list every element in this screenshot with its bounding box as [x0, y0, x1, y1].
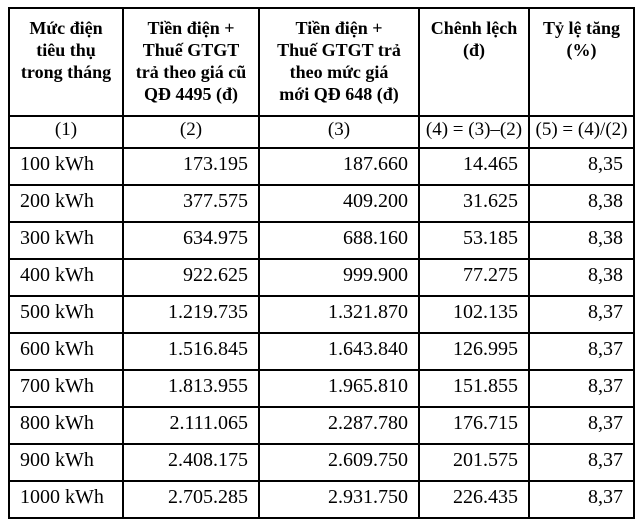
col-header-difference: Chênh lệch (đ) [418, 7, 530, 117]
cell-cost-new-price: 1.643.840 [258, 332, 420, 371]
table-body: 100 kWh 173.195 187.660 14.465 8,35 200 kWh 37… [8, 147, 635, 519]
cell-cost-old-price: 1.813.955 [122, 369, 260, 408]
col-header-cost-old-price: Tiền điện + Thuế GTGT trả theo giá cũ QĐ… [122, 7, 260, 117]
cell-cost-new-price: 999.900 [258, 258, 420, 297]
table-row: 900 kWh 2.408.175 2.609.750 201.575 8,37 [8, 443, 635, 482]
col-header-cost-new-price: Tiền điện + Thuế GTGT trả theo mức giá m… [258, 7, 420, 117]
cell-consumption: 200 kWh [8, 184, 124, 223]
cell-increase-rate: 8,38 [528, 184, 635, 223]
cell-cost-new-price: 688.160 [258, 221, 420, 260]
cell-consumption: 900 kWh [8, 443, 124, 482]
cell-cost-old-price: 173.195 [122, 147, 260, 186]
table-row: 300 kWh 634.975 688.160 53.185 8,38 [8, 221, 635, 260]
cell-difference: 31.625 [418, 184, 530, 223]
cell-consumption: 800 kWh [8, 406, 124, 445]
cell-consumption: 700 kWh [8, 369, 124, 408]
cell-consumption: 600 kWh [8, 332, 124, 371]
cell-cost-new-price: 2.931.750 [258, 480, 420, 519]
cell-increase-rate: 8,38 [528, 221, 635, 260]
cell-cost-old-price: 922.625 [122, 258, 260, 297]
table-row: 500 kWh 1.219.735 1.321.870 102.135 8,37 [8, 295, 635, 334]
table-row: 800 kWh 2.111.065 2.287.780 176.715 8,37 [8, 406, 635, 445]
cell-increase-rate: 8,37 [528, 406, 635, 445]
table-row: 200 kWh 377.575 409.200 31.625 8,38 [8, 184, 635, 223]
cell-difference: 126.995 [418, 332, 530, 371]
cell-cost-new-price: 2.609.750 [258, 443, 420, 482]
cell-difference: 102.135 [418, 295, 530, 334]
cell-cost-new-price: 1.321.870 [258, 295, 420, 334]
cell-cost-new-price: 2.287.780 [258, 406, 420, 445]
cell-consumption: 300 kWh [8, 221, 124, 260]
cell-consumption: 100 kWh [8, 147, 124, 186]
cell-difference: 226.435 [418, 480, 530, 519]
cell-cost-new-price: 187.660 [258, 147, 420, 186]
cell-increase-rate: 8,38 [528, 258, 635, 297]
cell-cost-old-price: 2.408.175 [122, 443, 260, 482]
cell-cost-old-price: 634.975 [122, 221, 260, 260]
cell-difference: 14.465 [418, 147, 530, 186]
cell-difference: 53.185 [418, 221, 530, 260]
table-row: 400 kWh 922.625 999.900 77.275 8,38 [8, 258, 635, 297]
cell-cost-old-price: 1.516.845 [122, 332, 260, 371]
col-header-increase-rate: Tỷ lệ tăng (%) [528, 7, 635, 117]
cell-cost-old-price: 2.705.285 [122, 480, 260, 519]
col-ref-1: (1) [8, 115, 124, 149]
cell-increase-rate: 8,37 [528, 480, 635, 519]
cell-difference: 77.275 [418, 258, 530, 297]
col-ref-5: (5) = (4)/(2) [528, 115, 635, 149]
cell-cost-new-price: 409.200 [258, 184, 420, 223]
cell-increase-rate: 8,35 [528, 147, 635, 186]
cell-cost-old-price: 377.575 [122, 184, 260, 223]
col-ref-2: (2) [122, 115, 260, 149]
table-row: 1000 kWh 2.705.285 2.931.750 226.435 8,37 [8, 480, 635, 519]
col-header-consumption: Mức điện tiêu thụ trong tháng [8, 7, 124, 117]
cell-cost-new-price: 1.965.810 [258, 369, 420, 408]
cell-consumption: 1000 kWh [8, 480, 124, 519]
col-ref-3: (3) [258, 115, 420, 149]
header-row: Mức điện tiêu thụ trong tháng Tiền điện … [8, 7, 635, 117]
cell-increase-rate: 8,37 [528, 332, 635, 371]
cell-increase-rate: 8,37 [528, 369, 635, 408]
table-header: Mức điện tiêu thụ trong tháng Tiền điện … [8, 7, 635, 149]
cell-cost-old-price: 2.111.065 [122, 406, 260, 445]
cell-difference: 176.715 [418, 406, 530, 445]
cell-increase-rate: 8,37 [528, 443, 635, 482]
cell-difference: 151.855 [418, 369, 530, 408]
table-row: 700 kWh 1.813.955 1.965.810 151.855 8,37 [8, 369, 635, 408]
electricity-price-table: Mức điện tiêu thụ trong tháng Tiền điện … [8, 7, 635, 519]
cell-consumption: 500 kWh [8, 295, 124, 334]
cell-cost-old-price: 1.219.735 [122, 295, 260, 334]
column-reference-row: (1) (2) (3) (4) = (3)–(2) (5) = (4)/(2) [8, 115, 635, 149]
col-ref-4: (4) = (3)–(2) [418, 115, 530, 149]
cell-increase-rate: 8,37 [528, 295, 635, 334]
cell-difference: 201.575 [418, 443, 530, 482]
table-row: 600 kWh 1.516.845 1.643.840 126.995 8,37 [8, 332, 635, 371]
cell-consumption: 400 kWh [8, 258, 124, 297]
table-row: 100 kWh 173.195 187.660 14.465 8,35 [8, 147, 635, 186]
